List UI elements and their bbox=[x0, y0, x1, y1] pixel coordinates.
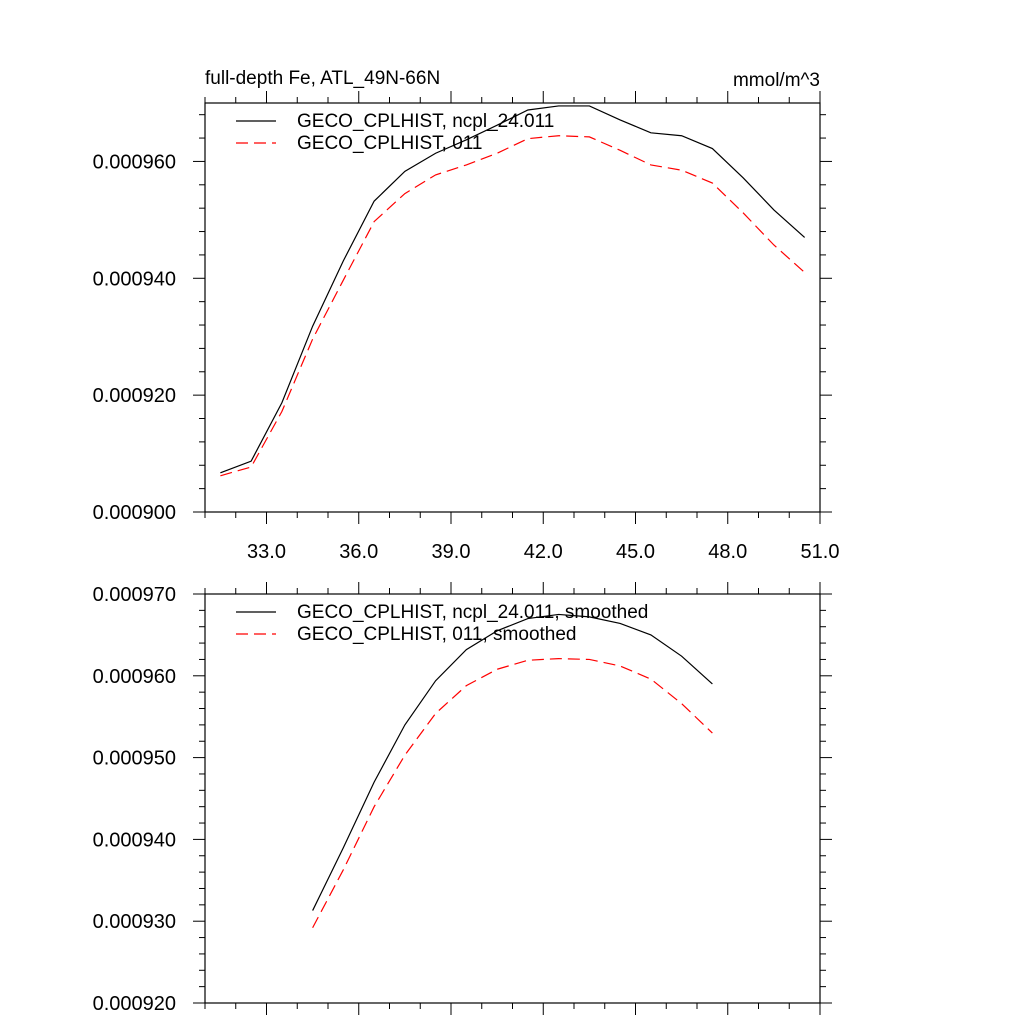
y-tick-label: 0.000920 bbox=[93, 993, 176, 1015]
y-tick-label: 0.000940 bbox=[93, 268, 176, 290]
x-tick-label: 42.0 bbox=[524, 541, 563, 563]
plot-frame bbox=[204, 593, 821, 1004]
y-tick-label: 0.000950 bbox=[93, 748, 176, 770]
top-panel: 33.0 36.0 39.0 42.0 45.0 48.0 51.0 0.000900 0.00… bbox=[93, 68, 840, 563]
legend-label-2: GECO_CPLHIST, 011 bbox=[297, 133, 483, 154]
y-tick-label: 0.000930 bbox=[93, 911, 176, 933]
series-line-2 bbox=[312, 658, 713, 929]
y-tick-label: 0.000960 bbox=[93, 151, 176, 173]
legend-label-1: GECO_CPLHIST, ncpl_24.011, smoothed bbox=[297, 602, 648, 623]
legend-label-1: GECO_CPLHIST, ncpl_24.011 bbox=[297, 111, 554, 132]
series-line-1 bbox=[312, 613, 713, 911]
y-tick-label: 0.000940 bbox=[93, 829, 176, 851]
x-tick-label: 33.0 bbox=[247, 541, 286, 563]
x-tick-label: 45.0 bbox=[616, 541, 655, 563]
y-tick-label: 0.000920 bbox=[93, 385, 176, 407]
y-tick-label: 0.000970 bbox=[93, 584, 176, 606]
plot-frame bbox=[204, 102, 821, 513]
y-tick-label: 0.000960 bbox=[93, 666, 176, 688]
chart-units: mmol/m^3 bbox=[733, 70, 820, 91]
x-tick-label: 36.0 bbox=[339, 541, 378, 563]
x-tick-label: 51.0 bbox=[801, 541, 840, 563]
series-line-1 bbox=[220, 105, 806, 474]
legend-label-2: GECO_CPLHIST, 011, smoothed bbox=[297, 624, 577, 645]
x-tick-label: 39.0 bbox=[432, 541, 471, 563]
bottom-panel: 0.000920 0.000930 0.000940 0.000950 0.000960… bbox=[93, 582, 832, 1015]
chart-title: full-depth Fe, ATL_49N-66N bbox=[205, 68, 440, 89]
x-tick-label: 48.0 bbox=[708, 541, 747, 563]
y-tick-label: 0.000900 bbox=[93, 502, 176, 524]
series-line-2 bbox=[220, 135, 806, 477]
